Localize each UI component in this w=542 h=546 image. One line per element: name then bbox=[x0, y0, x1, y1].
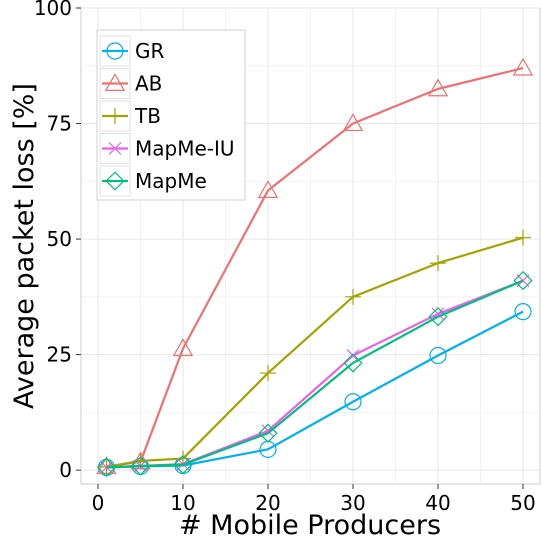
data-point-diamond bbox=[258, 423, 278, 443]
series-mapme bbox=[96, 271, 533, 478]
x-tick-label: 10 bbox=[170, 491, 195, 515]
data-point-diamond bbox=[428, 307, 448, 327]
x-tick-label: 30 bbox=[340, 491, 365, 515]
x-tick-label: 50 bbox=[510, 491, 535, 515]
data-point-plus bbox=[430, 255, 446, 272]
legend-item-ab: AB bbox=[99, 68, 162, 99]
y-tick-label: 0 bbox=[59, 458, 72, 482]
data-point-triangle bbox=[427, 78, 449, 97]
data-point-circle bbox=[429, 346, 447, 365]
y-tick-label: 75 bbox=[47, 112, 72, 136]
legend: GR AB TB MapMe-IU MapMe bbox=[96, 29, 246, 201]
legend-label: AB bbox=[135, 72, 162, 96]
data-point-diamond bbox=[105, 171, 125, 191]
data-point-plus bbox=[107, 108, 123, 124]
data-point-triangle bbox=[342, 113, 364, 132]
data-point-plus bbox=[515, 229, 531, 246]
data-point-triangle bbox=[512, 57, 534, 76]
legend-item-mapme-iu: MapMe-IU bbox=[99, 133, 235, 164]
legend-item-gr: GR bbox=[99, 35, 164, 67]
data-point-triangle bbox=[257, 180, 279, 199]
data-point-diamond bbox=[173, 454, 193, 475]
x-tick-label: 40 bbox=[425, 491, 450, 515]
grid bbox=[81, 7, 540, 484]
x-tick-label: 0 bbox=[92, 491, 105, 515]
legend-label: GR bbox=[135, 39, 164, 63]
data-point-triangle bbox=[172, 338, 194, 357]
y-tick-label: 25 bbox=[47, 343, 72, 367]
y-tick-label: 50 bbox=[47, 227, 72, 251]
data-point-plus bbox=[345, 288, 361, 305]
data-point-diamond bbox=[343, 353, 363, 373]
series-line-mapme bbox=[106, 279, 524, 469]
data-point-diamond bbox=[96, 457, 117, 478]
y-tick-label: 100 bbox=[34, 0, 72, 20]
legend-item-mapme: MapMe bbox=[99, 165, 207, 197]
x-tick-label: 20 bbox=[255, 491, 280, 515]
x-axis-ticks: 0 10 20 30 40 50 bbox=[92, 484, 536, 515]
data-point-triangle bbox=[104, 73, 126, 92]
y-axis-title: Average packet loss [%] bbox=[9, 83, 40, 409]
data-point-diamond bbox=[513, 271, 533, 291]
data-point-cross bbox=[108, 142, 122, 155]
data-point-diamond bbox=[130, 456, 151, 476]
legend-label: MapMe bbox=[135, 169, 207, 193]
legend-label: TB bbox=[134, 104, 161, 128]
data-point-circle bbox=[514, 303, 532, 321]
y-axis-ticks: 0 25 50 75 100 bbox=[34, 0, 81, 482]
data-point-circle bbox=[344, 393, 362, 411]
data-point-circle bbox=[106, 42, 124, 60]
legend-item-tb: TB bbox=[99, 100, 161, 132]
data-point-plus bbox=[260, 365, 276, 382]
series-tb bbox=[98, 229, 531, 475]
x-axis-title: # Mobile Producers bbox=[179, 510, 441, 541]
legend-label: MapMe-IU bbox=[135, 137, 235, 161]
series-layer bbox=[96, 57, 534, 478]
